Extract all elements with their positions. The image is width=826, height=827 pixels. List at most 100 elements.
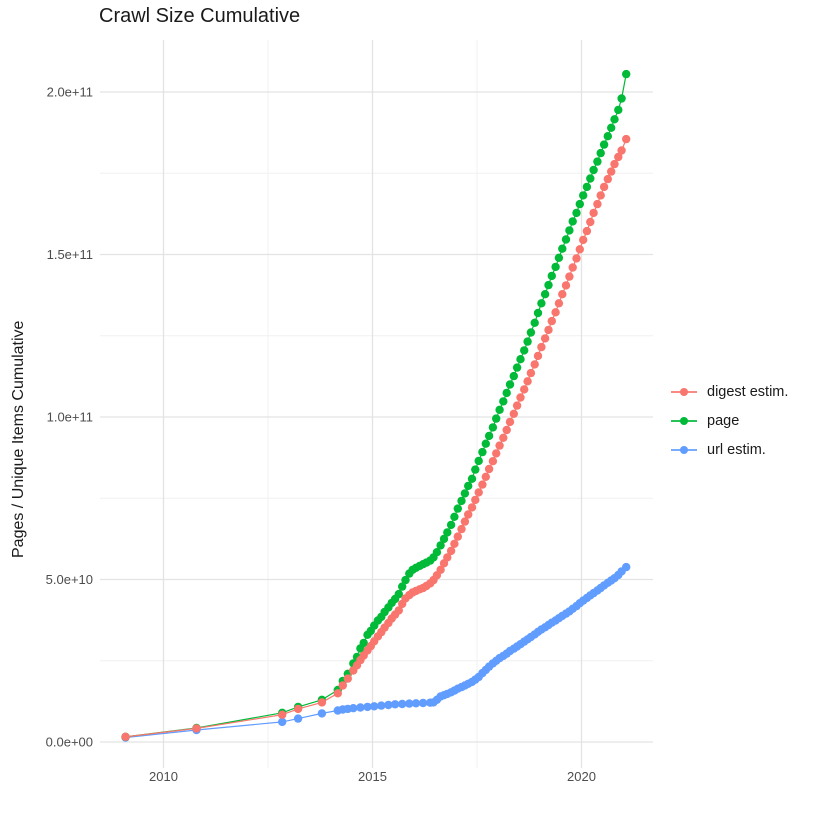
data-point-1 [457,496,466,506]
data-point-0 [533,351,543,361]
data-point-0 [575,245,584,254]
data-point-2 [349,704,358,713]
data-point-0 [589,208,598,218]
data-point-1 [554,253,564,262]
data-point-0 [596,191,605,200]
x-tick-label: 2010 [149,769,178,784]
data-point-1 [481,439,490,448]
chart-title: Crawl Size Cumulative [99,5,301,27]
data-point-2 [370,702,379,711]
data-point-1 [478,447,487,457]
data-point-0 [530,360,539,369]
legend-label-page: page [707,412,740,429]
series-line-2 [125,566,627,739]
y-tick-label: 1.5e+11 [47,247,93,262]
data-point-0 [467,503,477,512]
data-point-2 [356,703,365,712]
data-point-0 [464,510,473,519]
data-point-0 [484,464,494,474]
legend-item-url: url estim. [671,435,788,464]
y-tick-label: 0.0e+00 [46,735,93,750]
data-point-1 [520,346,529,355]
data-point-0 [481,472,490,481]
data-point-1 [568,217,577,226]
data-point-1 [586,174,595,183]
data-point-0 [526,368,536,378]
data-point-0 [523,377,532,386]
data-point-0 [551,308,560,317]
data-point-0 [502,425,511,435]
data-point-0 [488,457,498,466]
data-point-1 [593,157,602,166]
data-point-2 [405,699,414,708]
data-point-0 [568,263,577,272]
data-point-1 [474,456,483,466]
data-point-0 [520,385,529,394]
data-point-2 [622,562,631,572]
data-point-2 [398,699,407,709]
data-point-1 [505,380,515,389]
data-point-0 [579,235,588,245]
data-point-1 [526,328,536,337]
y-tick-label: 2.0e+11 [47,85,93,100]
data-point-0 [478,480,487,489]
data-point-0 [572,254,581,263]
data-point-0 [512,401,522,410]
data-point-0 [121,732,130,741]
data-point-2 [377,701,386,710]
legend-point-icon [680,416,688,425]
data-point-1 [533,308,543,318]
data-point-1 [579,191,588,200]
data-point-2 [390,700,400,709]
data-point-0 [561,281,571,290]
data-point-0 [603,174,612,184]
data-point-0 [474,488,483,497]
data-point-1 [596,148,605,158]
data-point-0 [565,272,574,281]
data-point-1 [558,244,567,253]
data-point-1 [502,388,511,398]
data-point-2 [411,699,421,708]
data-point-2 [384,700,393,710]
data-point-1 [561,235,571,244]
data-point-1 [401,575,410,585]
data-point-2 [278,717,287,727]
data-point-0 [558,290,567,299]
data-point-1 [607,123,616,132]
data-point-2 [317,709,327,718]
data-point-0 [436,565,445,574]
data-point-1 [359,638,368,648]
data-point-1 [599,140,609,149]
data-point-0 [460,517,470,526]
data-point-1 [603,132,612,141]
data-point-0 [394,606,403,615]
data-point-0 [622,134,631,144]
data-point-2 [418,698,428,708]
data-point-0 [343,674,352,683]
series-line-0 [125,138,627,738]
data-point-1 [565,226,574,235]
data-point-0 [617,146,626,155]
data-point-0 [593,199,602,209]
data-point-1 [439,534,449,544]
data-point-1 [467,474,477,483]
data-point-1 [540,290,550,299]
data-point-0 [505,417,515,427]
data-point-0 [293,704,303,714]
data-point-0 [614,152,623,162]
legend: digest estim. page url estim. [671,377,788,464]
data-point-0 [544,325,553,335]
data-point-1 [450,512,459,521]
x-tick-label: 2015 [358,769,387,784]
data-point-0 [443,553,452,562]
x-tick-label: 2020 [567,769,596,784]
legend-point-icon [680,445,688,454]
data-point-0 [446,546,456,556]
data-point-0 [471,495,480,505]
data-point-1 [572,208,581,218]
data-point-1 [575,199,584,209]
data-point-0 [582,226,592,236]
data-point-0 [333,689,342,698]
legend-key-url [671,445,697,455]
